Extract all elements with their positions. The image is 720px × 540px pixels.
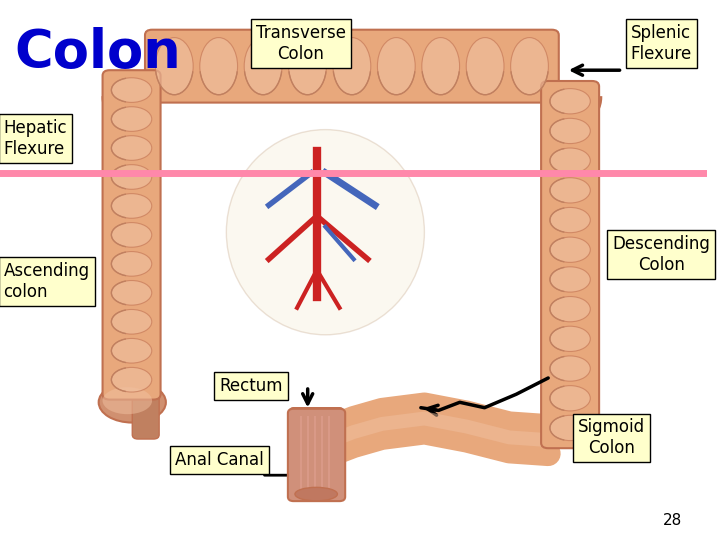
Ellipse shape bbox=[244, 38, 282, 94]
Ellipse shape bbox=[510, 38, 549, 94]
Ellipse shape bbox=[112, 280, 152, 305]
Ellipse shape bbox=[112, 309, 152, 334]
Text: Colon: Colon bbox=[14, 27, 181, 79]
Ellipse shape bbox=[112, 194, 152, 218]
FancyBboxPatch shape bbox=[288, 409, 345, 501]
Ellipse shape bbox=[550, 386, 590, 411]
FancyBboxPatch shape bbox=[290, 408, 343, 427]
Ellipse shape bbox=[112, 78, 152, 103]
Ellipse shape bbox=[112, 222, 152, 247]
Text: Anal Canal: Anal Canal bbox=[175, 451, 264, 469]
Ellipse shape bbox=[112, 367, 152, 392]
Ellipse shape bbox=[550, 296, 590, 322]
Text: Splenic
Flexure: Splenic Flexure bbox=[631, 24, 692, 63]
Ellipse shape bbox=[550, 207, 590, 233]
Ellipse shape bbox=[377, 38, 415, 94]
Wedge shape bbox=[102, 97, 152, 135]
FancyBboxPatch shape bbox=[541, 81, 599, 448]
Ellipse shape bbox=[112, 136, 152, 160]
Text: Hepatic
Flexure: Hepatic Flexure bbox=[4, 119, 67, 158]
Ellipse shape bbox=[102, 387, 152, 414]
Ellipse shape bbox=[200, 38, 238, 94]
FancyBboxPatch shape bbox=[132, 395, 159, 439]
Ellipse shape bbox=[333, 38, 371, 94]
Ellipse shape bbox=[550, 118, 590, 144]
Text: Ascending
colon: Ascending colon bbox=[4, 262, 90, 301]
Ellipse shape bbox=[226, 130, 424, 335]
Ellipse shape bbox=[550, 356, 590, 381]
Ellipse shape bbox=[550, 326, 590, 352]
Ellipse shape bbox=[289, 38, 326, 94]
Ellipse shape bbox=[550, 415, 590, 441]
Ellipse shape bbox=[550, 178, 590, 203]
Ellipse shape bbox=[295, 487, 338, 501]
FancyBboxPatch shape bbox=[145, 30, 559, 103]
Wedge shape bbox=[552, 97, 590, 127]
Ellipse shape bbox=[550, 148, 590, 173]
Ellipse shape bbox=[550, 89, 590, 114]
Text: Sigmoid
Colon: Sigmoid Colon bbox=[578, 418, 645, 457]
Wedge shape bbox=[552, 97, 601, 135]
Ellipse shape bbox=[99, 382, 166, 422]
Ellipse shape bbox=[112, 107, 152, 131]
Text: 28: 28 bbox=[663, 513, 683, 528]
Text: Descending
Colon: Descending Colon bbox=[613, 235, 711, 274]
Ellipse shape bbox=[156, 38, 193, 94]
FancyBboxPatch shape bbox=[102, 70, 161, 400]
Ellipse shape bbox=[112, 165, 152, 190]
Text: Transverse
Colon: Transverse Colon bbox=[256, 24, 346, 63]
Ellipse shape bbox=[422, 38, 459, 94]
Ellipse shape bbox=[112, 339, 152, 363]
Wedge shape bbox=[113, 97, 152, 127]
Ellipse shape bbox=[550, 267, 590, 292]
Ellipse shape bbox=[112, 252, 152, 276]
Text: Rectum: Rectum bbox=[220, 377, 283, 395]
Ellipse shape bbox=[550, 237, 590, 262]
Ellipse shape bbox=[467, 38, 504, 94]
